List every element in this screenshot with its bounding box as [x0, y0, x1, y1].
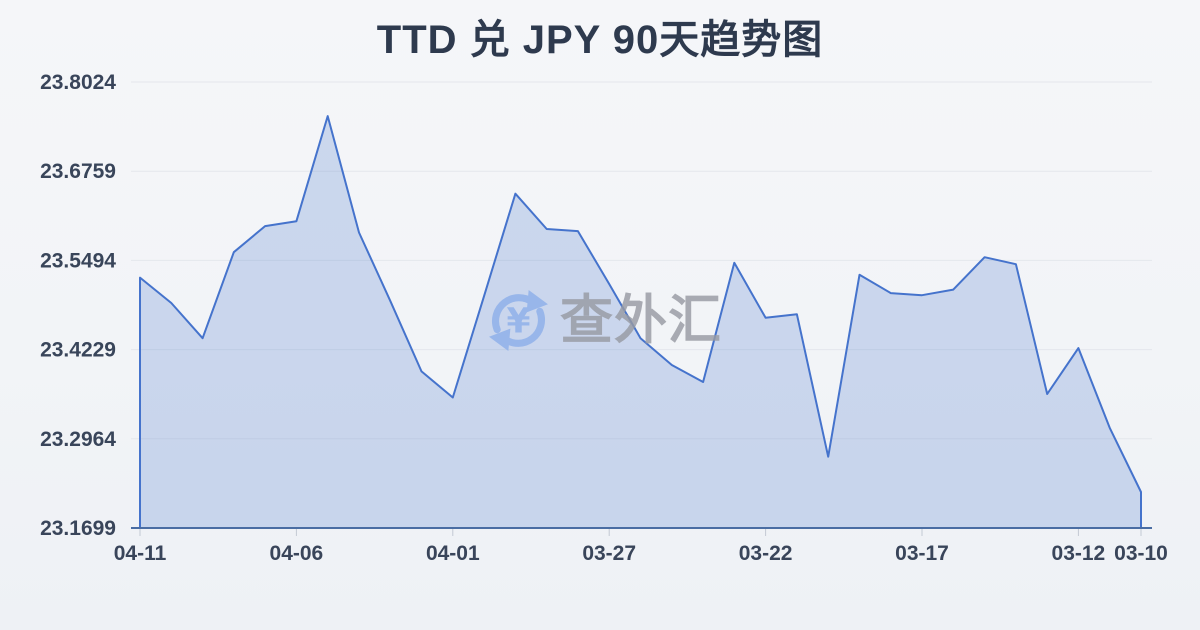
x-axis-label: 03-10: [1114, 542, 1168, 565]
area-fill: [140, 116, 1141, 528]
x-axis-label: 03-17: [895, 542, 949, 565]
chart-title: TTD 兑 JPY 90天趋势图: [376, 18, 824, 62]
y-axis-label: 23.6759: [40, 160, 116, 183]
x-axis-label: 04-11: [114, 542, 167, 565]
x-axis-label: 03-22: [739, 542, 793, 565]
price-line: [139, 115, 1142, 528]
y-axis-label: 23.8024: [40, 71, 116, 94]
x-axis-label: 04-01: [426, 542, 480, 565]
currency-exchange-icon: ¥: [489, 289, 548, 351]
x-axis-label: 04-06: [270, 542, 324, 565]
y-axis-label: 23.2964: [40, 428, 116, 451]
x-axis-label: 03-27: [582, 542, 636, 565]
watermark-text: 查外汇: [560, 290, 722, 350]
svg-text:¥: ¥: [506, 301, 530, 341]
y-axis-label: 23.4229: [40, 339, 116, 362]
x-axis-label: 03-12: [1052, 542, 1106, 565]
y-axis-label: 23.1699: [40, 517, 116, 540]
watermark: ¥ 查外汇: [486, 287, 722, 353]
y-axis-label: 23.5494: [40, 249, 116, 272]
